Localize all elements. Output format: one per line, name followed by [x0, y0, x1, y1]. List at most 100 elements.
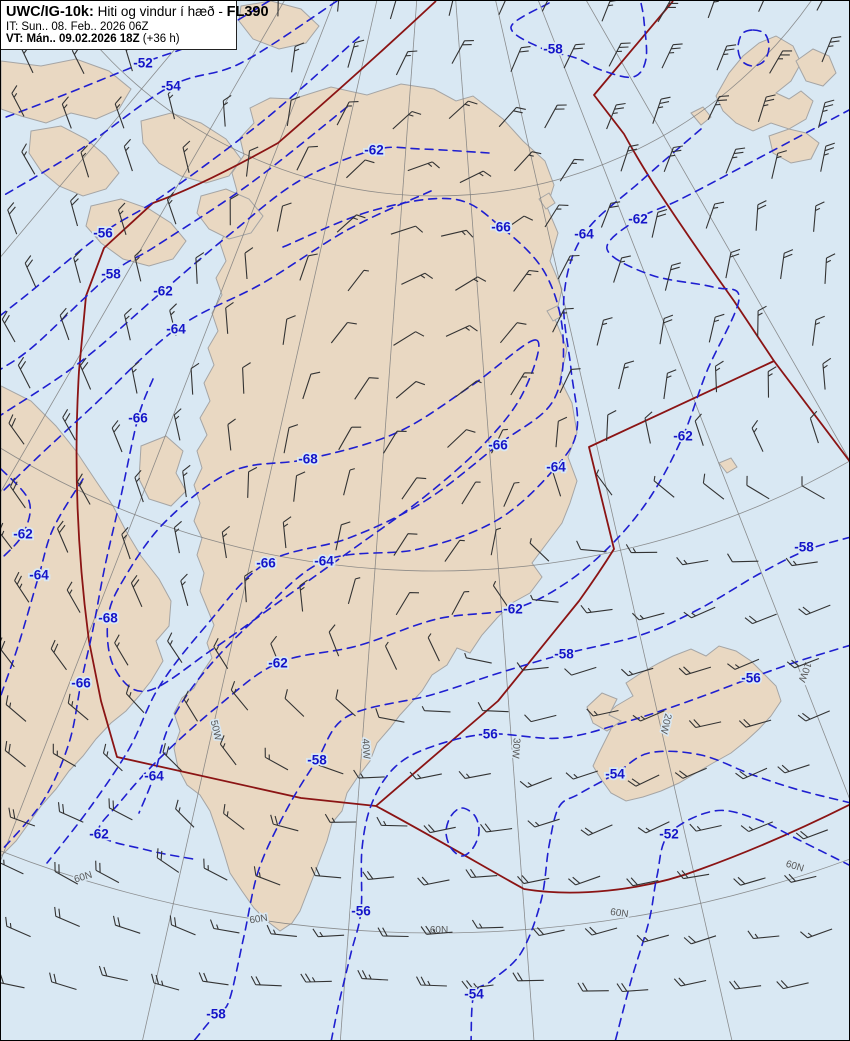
wind-barb: [282, 315, 296, 345]
wind-barb: [346, 159, 375, 179]
wind-barb: [112, 915, 141, 934]
wind-barb: [427, 633, 440, 662]
wind-barb: [312, 928, 345, 938]
wind-barb: [175, 799, 195, 828]
isotherm-loop: [737, 29, 770, 67]
wind-barb: [24, 255, 37, 288]
meridian-line: [1, 1, 335, 861]
wind-barb: [683, 935, 717, 945]
wind-barb: [182, 140, 191, 173]
wind-barb: [61, 96, 72, 129]
wind-barb: [166, 192, 177, 225]
wind-barb: [735, 767, 768, 780]
isotherm-label: -62: [364, 143, 384, 158]
isotherm--62: [1, 146, 490, 416]
wind-barb: [636, 934, 669, 943]
wind-barb: [451, 40, 474, 64]
isotherm-label: -64: [166, 322, 186, 337]
wind-barb: [343, 468, 355, 496]
wind-barb: [376, 816, 408, 827]
isotherm-label: -62: [673, 429, 693, 444]
wind-barb: [544, 104, 567, 129]
isotherm-label: -58: [543, 42, 563, 57]
wind-barb: [203, 858, 228, 881]
wind-barb: [1, 859, 24, 875]
wind-barb: [683, 606, 716, 619]
wind-barb: [716, 44, 737, 71]
wind-barb: [596, 317, 613, 346]
chart-title: UWC/IG-10k: Hiti og vindur í hæð - FL390: [6, 4, 269, 20]
wind-barb: [121, 527, 131, 560]
wind-barb: [300, 973, 332, 983]
wind-barb: [17, 356, 31, 389]
graticule-label: 60N: [609, 907, 629, 920]
wind-barb: [674, 767, 707, 779]
wind-barb: [299, 253, 318, 281]
wind-barb: [738, 719, 772, 728]
wind-barb: [702, 473, 725, 500]
issue-time: IT: Sun.. 08. Feb.. 2026 06Z: [6, 21, 149, 33]
wind-barb: [244, 247, 254, 280]
isotherm--62: [1, 468, 32, 560]
wind-barb: [98, 965, 128, 982]
wind-barb: [283, 424, 299, 454]
wind-barb: [801, 476, 825, 500]
wind-barb: [498, 1, 506, 16]
wind-barb: [8, 414, 25, 445]
wind-barb: [767, 366, 777, 398]
isotherm-label: -62: [13, 527, 33, 542]
wind-barb: [694, 413, 704, 446]
wind-barb: [725, 147, 746, 174]
wind-barb: [688, 719, 722, 729]
wind-barb: [580, 824, 613, 836]
wind-barb: [54, 861, 79, 885]
wind-barb: [800, 928, 833, 939]
wind-barb: [223, 804, 245, 830]
isotherm-label: -58: [307, 753, 327, 768]
wind-barb: [559, 368, 581, 394]
isotherm-label: -64: [314, 554, 334, 569]
isotherm-label: -58: [554, 647, 574, 662]
wind-barb: [277, 1, 279, 17]
wind-barb: [123, 138, 133, 172]
wind-barb: [1, 637, 15, 668]
isotherm-label: -58: [101, 267, 121, 282]
wind-barb: [222, 94, 232, 127]
wind-barb: [455, 276, 487, 291]
wind-barb: [678, 666, 712, 676]
wind-barb: [744, 613, 777, 625]
wind-barb: [62, 409, 76, 441]
isotherm-label: -52: [659, 827, 679, 842]
wind-barb: [111, 420, 123, 453]
wind-barb: [620, 144, 639, 172]
wind-barb: [663, 369, 677, 400]
wind-barb: [270, 635, 282, 669]
isotherm-label: -62: [628, 212, 648, 227]
wind-barb: [417, 876, 450, 886]
wind-barb: [492, 580, 509, 608]
wind-barb: [606, 102, 626, 130]
graticule-label: 30W: [509, 738, 521, 760]
wind-barb: [286, 96, 301, 126]
wind-barb: [458, 770, 491, 779]
wind-barb: [5, 695, 27, 722]
isotherm--62: [97, 109, 849, 860]
wind-barb: [725, 248, 741, 279]
wind-barb: [532, 927, 565, 937]
isotherm--56: [1, 36, 360, 316]
wind-barb: [310, 866, 342, 879]
wind-barb: [627, 774, 660, 787]
wind-barb: [337, 1, 340, 12]
wind-barb: [755, 200, 767, 231]
wind-barb: [664, 262, 681, 291]
wind-barb: [616, 982, 649, 993]
wind-barb: [14, 571, 30, 603]
wind-barb: [1, 974, 25, 989]
landmass: [690, 106, 712, 126]
wind-barb: [776, 980, 809, 990]
wind-barb: [409, 771, 442, 780]
isotherm-label: -68: [298, 452, 318, 467]
wind-barb: [221, 525, 230, 559]
wind-barb: [448, 1, 454, 16]
wind-barb: [167, 632, 183, 664]
